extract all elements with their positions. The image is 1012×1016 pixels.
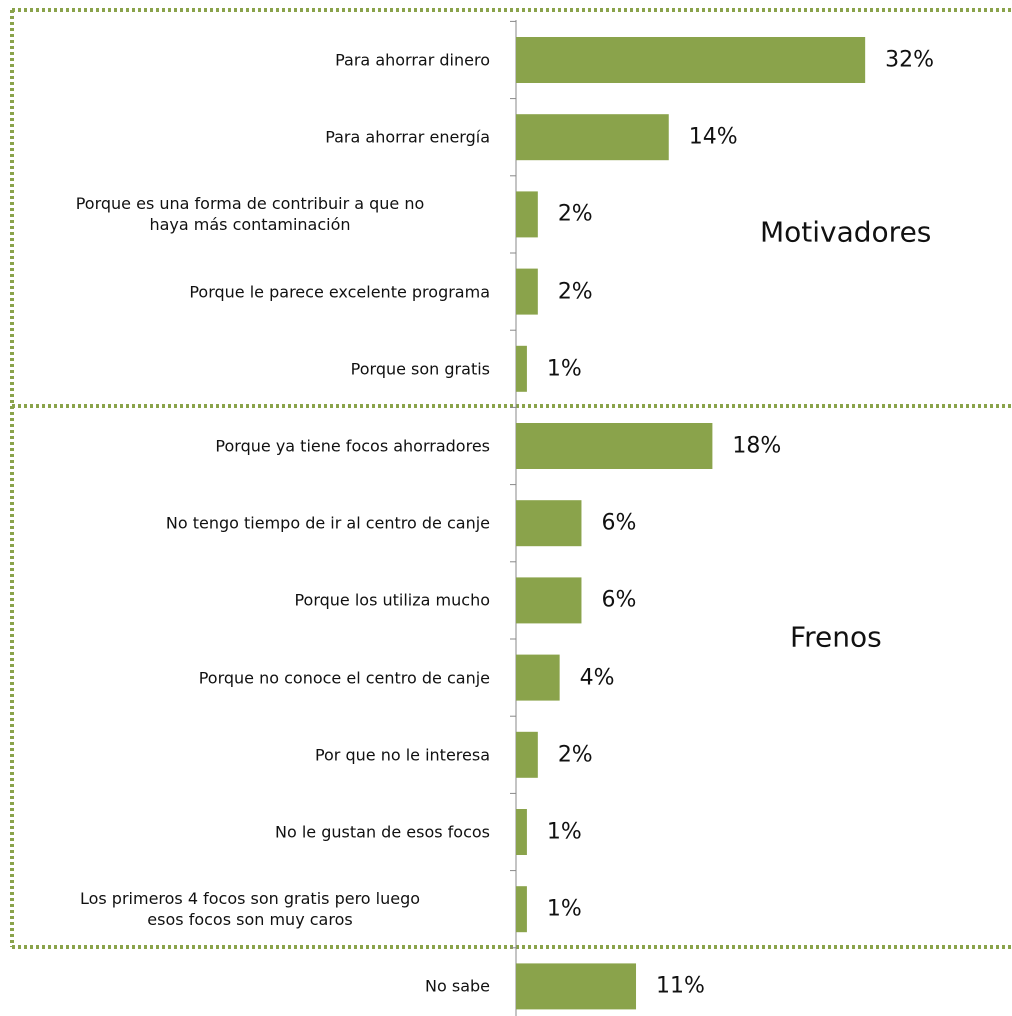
group-label: Motivadores — [760, 215, 932, 249]
value-label: 6% — [601, 587, 637, 613]
category-label: No sabe — [425, 976, 490, 996]
bar — [516, 37, 866, 83]
bar — [516, 191, 538, 238]
value-label: 6% — [601, 510, 637, 536]
bar — [516, 654, 560, 701]
category-label: No tengo tiempo de ir al centro de canje — [165, 513, 490, 533]
value-label: 2% — [557, 279, 593, 305]
bar — [516, 577, 582, 624]
value-label: 32% — [885, 47, 935, 73]
category-label: Porque ya tiene focos ahorradores — [215, 436, 490, 456]
category-label: Porque le parece excelente programa — [189, 282, 490, 302]
value-label: 1% — [546, 819, 582, 845]
category-label: Porque los utiliza mucho — [294, 590, 490, 610]
category-label: Porque no conoce el centro de canje — [198, 668, 490, 688]
group-label: Frenos — [790, 620, 882, 654]
value-label: 1% — [546, 896, 582, 922]
bar — [516, 114, 669, 161]
bar — [516, 963, 637, 1010]
category-label: Los primeros 4 focos son gratis pero lue… — [79, 889, 421, 930]
value-label: 11% — [656, 973, 705, 999]
value-label: 4% — [579, 665, 615, 691]
category-label: Porque son gratis — [350, 359, 490, 379]
value-label: 1% — [546, 356, 582, 382]
group-boxes — [10, 8, 1012, 949]
value-label: 14% — [688, 124, 738, 150]
bar — [516, 886, 527, 933]
value-label: 18% — [732, 433, 782, 459]
bar — [516, 809, 527, 855]
category-label: Para ahorrar dinero — [335, 50, 490, 70]
category-label: No le gustan de esos focos — [275, 822, 490, 842]
category-label: Porque es una forma de contribuir a que … — [75, 194, 425, 235]
bar — [516, 268, 538, 315]
bar — [516, 345, 527, 392]
value-label: 2% — [557, 742, 593, 768]
bar — [516, 500, 582, 547]
bar — [516, 731, 538, 778]
category-label: Para ahorrar energía — [325, 127, 490, 147]
category-label: Por que no le interesa — [314, 745, 490, 765]
value-label: 2% — [557, 201, 593, 227]
bar — [516, 423, 713, 469]
